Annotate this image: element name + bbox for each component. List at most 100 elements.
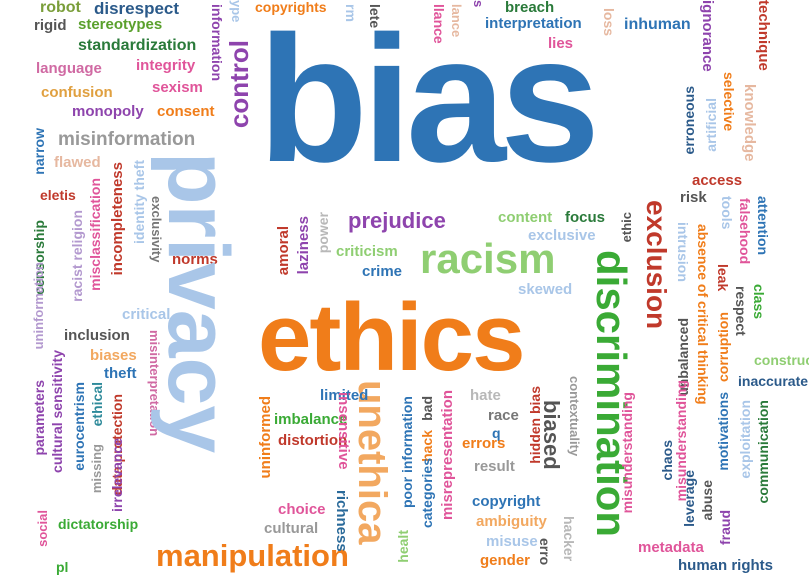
word-access: access <box>692 172 743 189</box>
word-eletis: eletis <box>40 187 76 203</box>
word-insensitive: insensitive <box>335 392 352 470</box>
word-social: social <box>35 510 50 547</box>
word-theft: theft <box>104 365 137 382</box>
word-rm: rm <box>343 4 359 22</box>
word-racist-religion: racist religion <box>69 210 85 302</box>
word-s: s <box>471 0 486 8</box>
word-cultural-sensitivity: cultural sensitivity <box>49 350 65 473</box>
word-information: information <box>209 4 225 81</box>
word-copyright: copyright <box>472 493 541 510</box>
word-language: language <box>36 60 102 77</box>
word-flawed: flawed <box>54 154 101 171</box>
word-norms: norms <box>172 251 218 268</box>
word-ype: ype <box>229 0 244 23</box>
word-control: control <box>224 40 254 129</box>
word-parameters: parameters <box>31 380 47 456</box>
word-missing: missing <box>89 444 104 494</box>
word-leak: leak <box>715 264 731 292</box>
word-focus: focus <box>565 209 606 226</box>
word-inhuman: inhuman <box>624 16 691 33</box>
word-result: result <box>474 458 515 475</box>
word-imbalance: imbalance <box>274 411 348 428</box>
word-irrelevance: irrelevance <box>109 438 125 512</box>
word-exclusivity: exclusivity <box>149 196 164 263</box>
word-privacy: privacy <box>150 152 246 454</box>
word-hacker: hacker <box>561 516 577 562</box>
word-breach: breach <box>505 0 555 16</box>
word-misinformation: misinformation <box>58 129 196 150</box>
word-chaos: chaos <box>659 440 675 481</box>
word-copyrights: copyrights <box>255 0 327 15</box>
word-misuse: misuse <box>486 533 538 550</box>
word-risk: risk <box>680 189 707 206</box>
word-loss: loss <box>601 8 617 37</box>
word-confusion: confusion <box>41 84 113 101</box>
word-lance: lance <box>449 4 464 38</box>
word-corruption: corruption <box>715 312 731 382</box>
word-fraud: fraud <box>717 510 733 545</box>
word-biases: biases <box>90 347 137 364</box>
word-prejudice: prejudice <box>348 208 446 233</box>
word-cultural: cultural <box>264 520 319 537</box>
word-stereotypes: stereotypes <box>78 16 163 33</box>
word-leverage: leverage <box>681 470 697 527</box>
word-hate: hate <box>470 387 501 404</box>
word-lete: lete <box>367 4 383 29</box>
word-selective: selective <box>721 72 737 132</box>
word-gender: gender <box>480 552 531 569</box>
word-llance: llance <box>431 4 447 44</box>
word-metadata: metadata <box>638 539 704 556</box>
word-errors: errors <box>462 435 506 452</box>
word-pl: pl <box>56 559 69 575</box>
word-inaccurate: inaccurate <box>738 373 809 389</box>
word-unethical: unethica <box>350 380 394 545</box>
word-poor-information: poor information <box>399 396 415 508</box>
word-respect: respect <box>733 286 749 336</box>
word-power: power <box>315 212 331 254</box>
word-exploitation: exploitation <box>737 400 753 479</box>
word-intrusion: intrusion <box>675 222 691 282</box>
word-falsehood: falsehood <box>737 198 753 265</box>
word-integrity: integrity <box>136 57 196 74</box>
word-erroneous: erroneous <box>681 86 697 155</box>
word-identity-theft: identity theft <box>131 160 147 244</box>
word-discrimination: discrimination <box>588 250 635 538</box>
word-motivations: motivations <box>715 392 731 471</box>
word-misclassification: misclassification <box>87 178 103 291</box>
word-race: race <box>488 407 519 424</box>
word-sexism: sexism <box>152 79 203 96</box>
word-racism: racism <box>420 235 556 282</box>
word-choice: choice <box>278 501 326 518</box>
word-exclusive: exclusive <box>528 227 596 244</box>
word-knowledge: knowledge <box>741 84 758 162</box>
word-rigid: rigid <box>34 17 67 34</box>
word-health: healt <box>395 530 411 563</box>
word-content: content <box>498 209 553 226</box>
word-disrespect: disrespect <box>94 0 180 18</box>
word-misrepresentation: misrepresentation <box>439 390 456 521</box>
word-monopoly: monopoly <box>72 103 144 120</box>
word-technique: technique <box>755 0 772 71</box>
word-misinterpretation: misinterpretation <box>147 330 162 437</box>
word-amoral: amoral <box>275 226 292 276</box>
word-narrow: narrow <box>31 128 47 175</box>
word-q: q <box>492 425 501 441</box>
word-richness: richness <box>333 490 350 552</box>
word-human-rights: human rights <box>678 557 774 574</box>
word-laziness: laziness <box>295 216 312 275</box>
word-ethical: ethical <box>89 382 105 427</box>
word-tools: tools <box>719 196 735 230</box>
word-contextuality: contextuality <box>567 376 582 457</box>
word-criticism: criticism <box>336 243 398 260</box>
word-ethics: ethics <box>258 284 525 391</box>
word-abuse: abuse <box>699 480 715 521</box>
word-critical: critical <box>122 306 171 323</box>
word-class: class <box>751 284 767 320</box>
word-dictatorship: dictatorship <box>58 516 139 532</box>
word-interpretation: interpretation <box>485 15 582 32</box>
word-categories: categories <box>419 458 435 529</box>
word-robot: robot <box>40 0 81 16</box>
word-uninformed: uninformed <box>257 396 274 479</box>
word-biased: biased <box>539 400 564 470</box>
